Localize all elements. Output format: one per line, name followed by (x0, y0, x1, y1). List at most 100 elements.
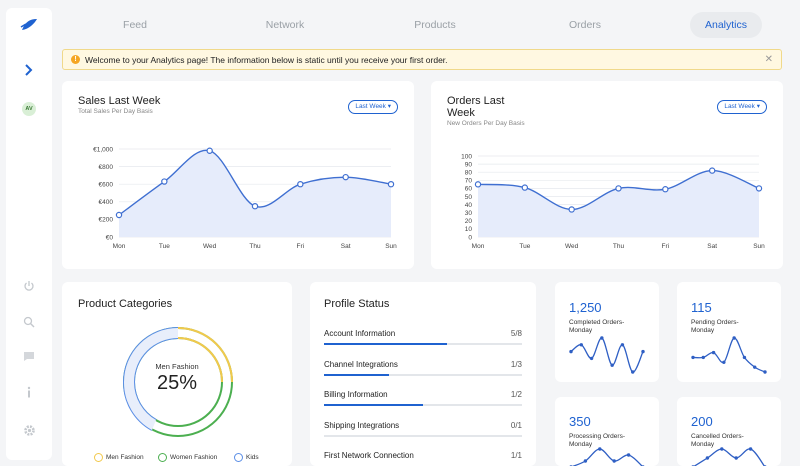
data-point[interactable] (387, 180, 395, 188)
y-tick-label: €1,000 (93, 146, 113, 153)
sparkline-point (610, 363, 614, 367)
power-icon[interactable] (6, 280, 52, 292)
sparkline-point (569, 349, 573, 354)
sparkline-point (691, 355, 695, 360)
sparkline (569, 336, 645, 374)
tab-orders[interactable]: Orders (568, 19, 602, 31)
logo-icon[interactable] (6, 18, 52, 32)
info-icon[interactable] (6, 386, 52, 398)
data-point[interactable] (115, 211, 123, 219)
sparkline-point (753, 365, 757, 369)
y-tick-label: 100 (461, 153, 472, 160)
profile-item-account[interactable]: Account Information 5/8 (324, 329, 522, 345)
data-point[interactable] (615, 185, 622, 192)
avatar-initials: AV (22, 102, 36, 116)
stat-label: Pending Orders-Monday (691, 319, 739, 334)
avatar[interactable]: AV (6, 102, 52, 116)
data-point[interactable] (342, 173, 349, 181)
data-point[interactable] (521, 184, 529, 191)
donut-ring-men (177, 327, 233, 383)
stat-value: 115 (691, 300, 712, 315)
data-point[interactable] (662, 186, 669, 193)
x-tick-label: Mon (472, 243, 485, 250)
data-point[interactable] (474, 181, 482, 188)
chevron-right-icon[interactable] (6, 64, 52, 76)
data-point[interactable] (708, 167, 716, 174)
y-tick-label: 80 (465, 170, 473, 177)
profile-item-label: First Network Connection (324, 451, 414, 460)
orders-filter-dropdown[interactable]: Last Week ▾ (717, 100, 767, 114)
settings-icon[interactable] (6, 424, 52, 437)
close-icon[interactable]: ✕ (764, 54, 773, 65)
sparkline-point (701, 355, 705, 360)
x-tick-label: Sat (341, 243, 351, 250)
profile-item-label: Channel Integrations (324, 360, 398, 369)
y-tick-label: 60 (465, 186, 473, 193)
sparkline-point (631, 370, 635, 374)
stat-card-pending: 115 Pending Orders-Monday (677, 282, 781, 382)
stat-label: Cancelled Orders-Monday (691, 433, 744, 448)
stat-value: 1,250 (569, 300, 602, 315)
stat-card-cancelled: 200 Cancelled Orders-Monday (677, 397, 781, 466)
profile-status-card: Profile Status Account Information 5/8 C… (310, 282, 536, 466)
sparkline-point (734, 456, 738, 460)
data-point[interactable] (297, 180, 304, 188)
profile-status-title: Profile Status (324, 298, 390, 310)
legend-label-kids: Kids (246, 454, 259, 461)
progress-fill (324, 343, 447, 345)
profile-item-network[interactable]: First Network Connection 1/1 (324, 451, 522, 460)
x-tick-label: Thu (613, 243, 625, 250)
orders-card: Orders Last Week New Orders Per Day Basi… (431, 81, 783, 269)
categories-card: Product Categories Men Fashion 25% Men F… (62, 282, 292, 466)
profile-item-shipping[interactable]: Shipping Integrations 0/1 (324, 421, 522, 437)
tab-analytics[interactable]: Analytics (690, 12, 762, 38)
profile-item-billing[interactable]: Billing Information 1/2 (324, 390, 522, 406)
legend-women-fashion: Women Fashion (158, 453, 217, 462)
area-fill (119, 150, 391, 237)
sparkline-path (693, 448, 766, 466)
x-tick-label: Sat (707, 243, 717, 250)
data-point[interactable] (161, 178, 168, 185)
sparkline-point (722, 360, 726, 364)
orders-title: Orders Last Week (447, 95, 504, 119)
sparkline-point (589, 356, 594, 361)
profile-item-value: 1/1 (510, 451, 522, 460)
donut-center-value: 25% (156, 372, 198, 394)
data-point[interactable] (755, 185, 763, 192)
stat-card-processing: 350 Processing Orders-Monday (555, 397, 659, 466)
sparkline-point (732, 336, 736, 340)
legend-kids: Kids (234, 453, 259, 462)
sparkline-point (600, 336, 604, 340)
sparkline-point (612, 459, 616, 463)
x-tick-label: Sun (385, 243, 397, 250)
donut-inner-ring-men (177, 337, 223, 383)
sales-chart: €0 €200 €400 €600 €800 €1,000 Mon Tue Wed Thu Fri S… (93, 146, 397, 250)
sparkline-point (705, 456, 710, 460)
data-point[interactable] (251, 202, 259, 210)
sparkline-point (748, 447, 753, 451)
y-tick-label: 90 (465, 161, 473, 168)
y-tick-label: 40 (465, 202, 473, 209)
x-tick-label: Wed (203, 243, 217, 250)
search-icon[interactable] (6, 316, 52, 328)
warning-icon: ! (71, 55, 80, 64)
tab-network[interactable]: Network (265, 19, 305, 31)
y-tick-label: 30 (465, 210, 473, 217)
tab-feed[interactable]: Feed (123, 19, 147, 31)
orders-title-line1: Orders Last (447, 95, 505, 107)
data-point[interactable] (568, 206, 575, 213)
progress-fill (324, 374, 390, 376)
sparkline-point (598, 447, 602, 451)
stat-card-completed: 1,250 Completed Orders-Monday (555, 282, 659, 382)
x-tick-label: Mon (113, 243, 126, 250)
sparkline-point (626, 453, 631, 457)
sparkline-point (583, 459, 588, 463)
categories-donut (122, 327, 233, 437)
sales-filter-dropdown[interactable]: Last Week ▾ (348, 100, 398, 114)
tab-products[interactable]: Products (414, 19, 456, 31)
progress-track (324, 343, 522, 345)
chat-icon[interactable] (6, 351, 52, 362)
data-point[interactable] (206, 147, 213, 154)
legend-dot-kids (234, 453, 243, 462)
profile-item-channel[interactable]: Channel Integrations 1/3 (324, 360, 522, 376)
